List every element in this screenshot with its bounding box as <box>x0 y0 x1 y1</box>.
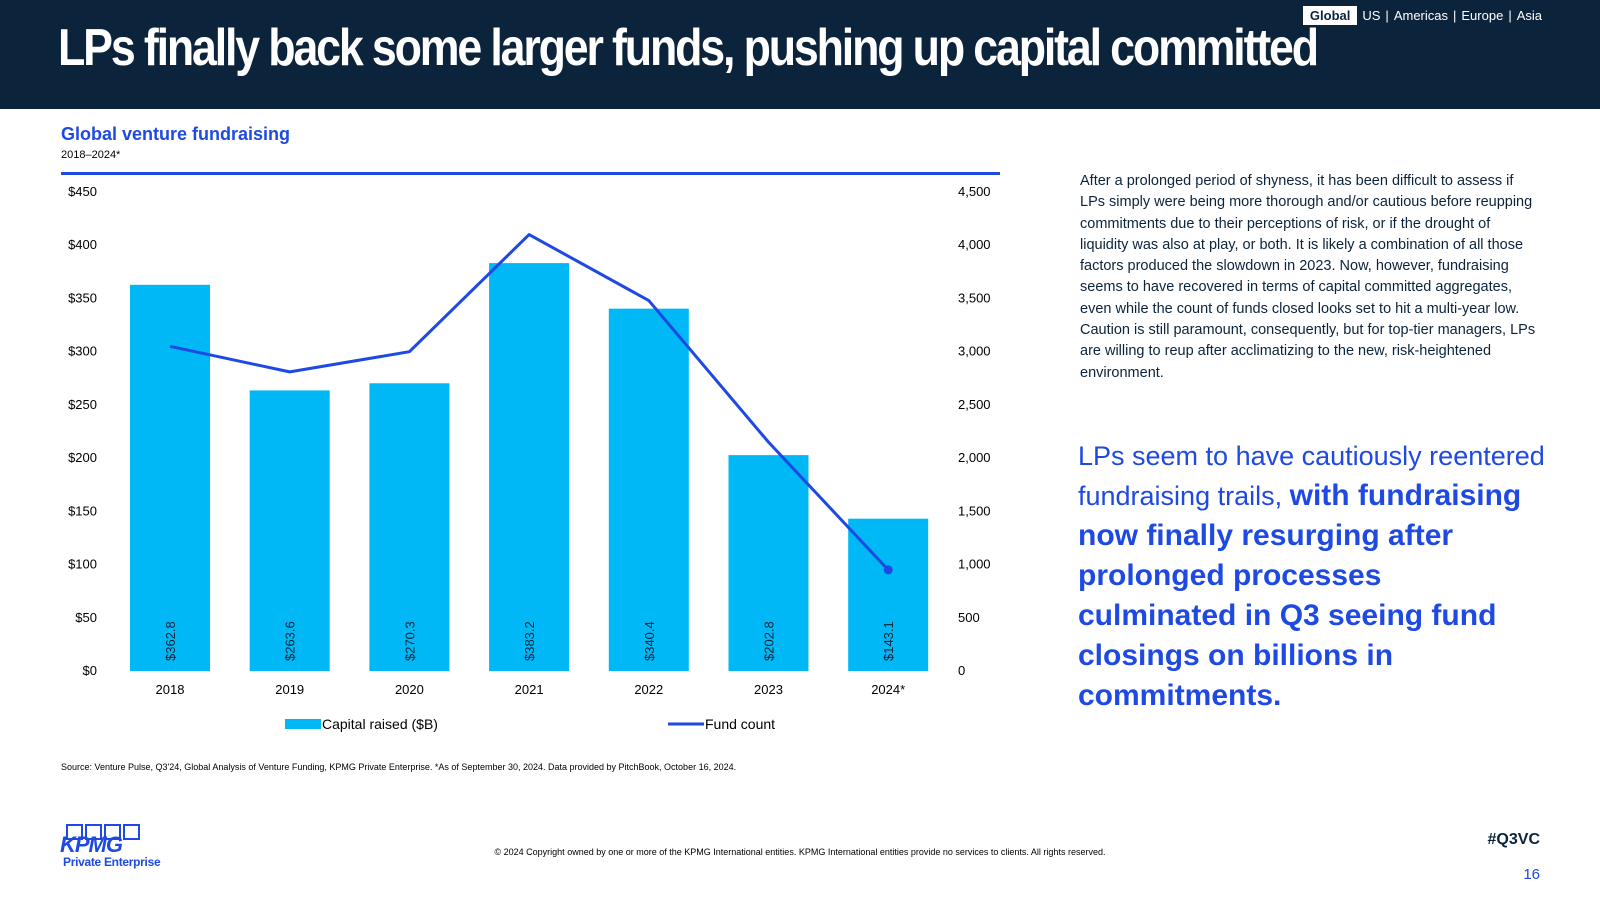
x-tick-label: 2024* <box>871 682 905 697</box>
callout-normal: LPs seem to have cautiously reentered fu… <box>1078 441 1545 511</box>
region-nav: Global US | Americas | Europe | Asia <box>1302 6 1542 25</box>
legend-label-fund-count: Fund count <box>705 716 775 732</box>
y-right-tick-label: 2,500 <box>958 397 991 412</box>
y-right-tick-label: 3,500 <box>958 290 991 305</box>
region-tab-us[interactable]: US <box>1362 8 1381 23</box>
bar-data-label: $263.6 <box>283 621 298 661</box>
y-left-tick-label: $450 <box>68 184 97 199</box>
y-left-tick-label: $400 <box>68 237 97 252</box>
logo-subtitle: Private Enterprise <box>63 855 161 869</box>
bar-capital-raised <box>608 308 689 671</box>
bar-capital-raised <box>249 390 330 671</box>
bar-capital-raised <box>848 518 929 671</box>
body-text: After a prolonged period of shyness, it … <box>1080 173 1536 381</box>
bar-data-label: $202.8 <box>762 621 777 661</box>
y-right-tick-label: 1,500 <box>958 503 991 518</box>
line-fund-count <box>169 233 890 571</box>
chart-subtitle: 2018–2024* <box>61 149 121 161</box>
region-tab-americas[interactable]: Americas <box>1393 8 1448 23</box>
header-bar: LPs finally back some larger funds, push… <box>0 0 1600 109</box>
y-right-tick-label: 4,000 <box>958 237 991 252</box>
source-note: Source: Venture Pulse, Q3'24, Global Ana… <box>61 762 737 772</box>
chart-title-rule <box>61 172 1000 175</box>
callout-text: LPs seem to have cautiously reentered fu… <box>1078 436 1548 716</box>
logo-boxes <box>66 824 170 840</box>
y-right-tick-label: 2,000 <box>958 450 991 465</box>
bar-capital-raised <box>369 383 450 671</box>
page-number: 16 <box>1523 866 1540 883</box>
x-tick-label: 2018 <box>156 682 185 697</box>
region-tab-global[interactable]: Global <box>1302 6 1358 25</box>
hashtag: #Q3VC <box>1487 831 1540 848</box>
copyright-note: © 2024 Copyright owned by one or more of… <box>494 847 1106 857</box>
fundraising-chart: $0 $50 $100 $150 $200 $250 $300 $350 $400 $450 0 50… <box>68 184 991 732</box>
y-right-tick-label: 500 <box>958 610 980 625</box>
logo-wordmark: KPMG <box>60 832 123 857</box>
y-left-tick-label: $0 <box>83 663 97 678</box>
bar-capital-raised <box>489 263 570 671</box>
region-tab-europe[interactable]: Europe <box>1461 8 1504 23</box>
chart-title: Global venture fundraising <box>61 124 291 144</box>
legend-label-capital-raised: Capital raised ($B) <box>322 716 438 732</box>
x-tick-label: 2022 <box>634 682 663 697</box>
y-right-tick-label: 3,000 <box>958 344 991 359</box>
x-tick-label: 2020 <box>395 682 424 697</box>
y-left-tick-label: $150 <box>68 503 97 518</box>
y-right-tick-label: 0 <box>958 663 965 678</box>
x-tick-label: 2019 <box>275 682 304 697</box>
y-left-tick-label: $350 <box>68 290 97 305</box>
y-left-tick-label: $250 <box>68 397 97 412</box>
bar-data-label: $340.4 <box>642 621 657 661</box>
kpmg-logo: KPMG Private Enterprise <box>60 824 170 880</box>
legend-swatch-capital-raised <box>285 719 321 729</box>
y-left-tick-label: $200 <box>68 450 97 465</box>
bar-capital-raised <box>130 284 210 671</box>
bar-data-label: $143.1 <box>881 621 896 661</box>
bar-data-label: $270.3 <box>402 621 417 661</box>
line-end-marker <box>883 565 893 575</box>
y-right-tick-label: 4,500 <box>958 184 991 199</box>
y-left-tick-label: $100 <box>68 557 97 572</box>
callout-bold: with fundraising now finally resurging a… <box>1078 479 1522 712</box>
region-separator: | <box>1453 8 1457 23</box>
y-right-tick-label: 1,000 <box>958 557 991 572</box>
region-separator: | <box>1385 8 1389 23</box>
bar-data-label: $383.2 <box>522 621 537 661</box>
y-left-tick-label: $300 <box>68 344 97 359</box>
region-separator: | <box>1508 8 1512 23</box>
bar-capital-raised <box>728 455 809 671</box>
region-tab-asia[interactable]: Asia <box>1516 8 1542 23</box>
x-tick-label: 2021 <box>515 682 544 697</box>
page-title: LPs finally back some larger funds, push… <box>58 19 1319 77</box>
x-tick-label: 2023 <box>754 682 783 697</box>
bar-data-label: $362.8 <box>163 621 178 661</box>
y-left-tick-label: $50 <box>75 610 97 625</box>
